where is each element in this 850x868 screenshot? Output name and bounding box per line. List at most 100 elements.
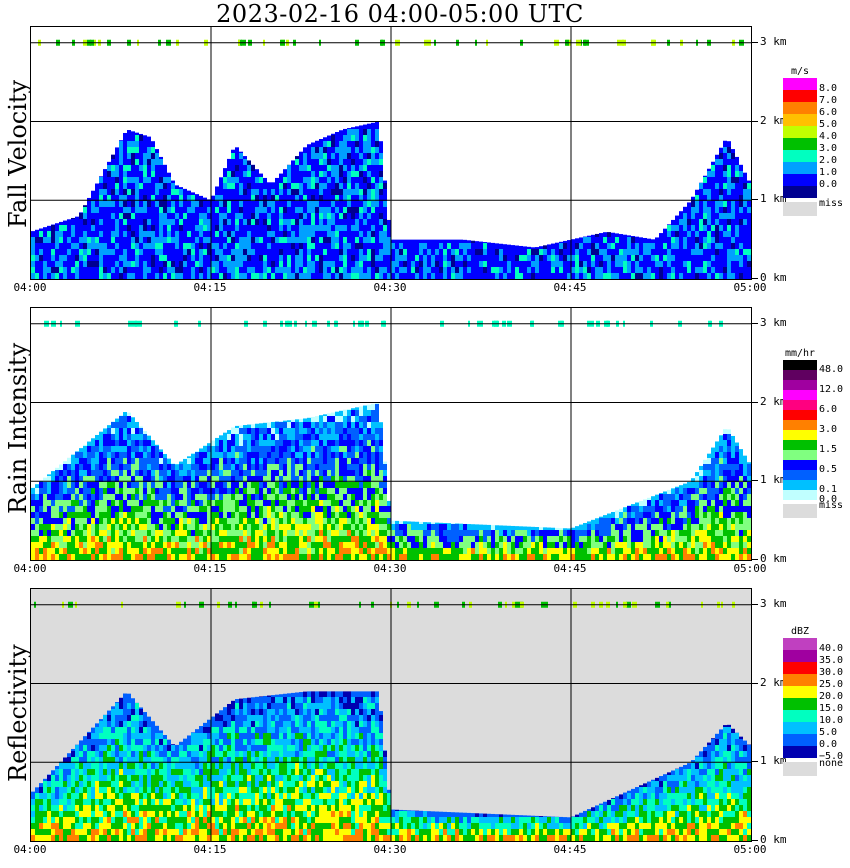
echo-cell xyxy=(147,177,151,183)
echo-cell xyxy=(711,219,715,225)
echo-cell xyxy=(255,512,259,518)
echo-cell xyxy=(195,458,199,464)
echo-cell xyxy=(147,213,151,219)
echo-cell xyxy=(151,159,155,165)
echo-cell xyxy=(39,542,43,548)
echo-cell xyxy=(211,470,215,476)
echo-cell xyxy=(51,554,55,560)
echo-cell xyxy=(271,488,275,494)
echo-cell xyxy=(171,482,175,488)
echo-cell xyxy=(363,476,367,482)
echo-cell xyxy=(199,458,203,464)
echo-cell xyxy=(711,189,715,195)
echo-cell xyxy=(227,183,231,189)
echo-cell xyxy=(563,240,567,243)
echo-cell xyxy=(183,542,187,548)
echo-cell xyxy=(355,488,359,494)
echo-cell xyxy=(375,458,379,464)
echo-cell xyxy=(507,542,511,548)
echo-cell xyxy=(731,267,735,273)
echo-cell xyxy=(731,159,735,165)
echo-cell xyxy=(615,273,619,279)
echo-cell xyxy=(235,524,239,530)
echo-cell xyxy=(167,482,171,488)
echo-cell xyxy=(75,536,79,542)
echo-cell xyxy=(107,177,111,183)
echo-cell xyxy=(99,249,103,255)
echo-cell xyxy=(267,440,271,446)
echo-cell xyxy=(643,267,647,273)
echo-cell xyxy=(287,548,291,554)
echo-cell xyxy=(51,506,55,512)
echo-cell xyxy=(43,500,47,506)
echo-cell xyxy=(183,512,187,518)
echo-cell xyxy=(131,417,135,422)
echo-cell xyxy=(191,195,195,201)
echo-cell xyxy=(643,506,647,512)
echo-cell xyxy=(95,231,99,237)
echo-cell xyxy=(47,273,51,279)
echo-cell xyxy=(63,488,67,494)
echo-cell xyxy=(79,243,83,249)
echo-cell xyxy=(347,153,351,159)
echo-cell xyxy=(119,548,123,554)
echo-cell xyxy=(99,536,103,542)
echo-cell xyxy=(215,488,219,494)
echo-cell xyxy=(263,440,267,446)
echo-cell xyxy=(399,267,403,273)
echo-cell xyxy=(355,153,359,159)
echo-cell xyxy=(379,165,383,171)
echo-cell xyxy=(355,530,359,536)
echo-cell xyxy=(739,267,743,273)
echo-cell xyxy=(123,500,127,506)
echo-cell xyxy=(427,530,431,536)
echo-cell xyxy=(107,440,111,446)
echo-cell xyxy=(287,231,291,237)
echo-cell xyxy=(179,255,183,261)
echo-cell xyxy=(639,530,643,536)
echo-cell xyxy=(367,201,371,207)
echo-cell xyxy=(131,213,135,219)
echo-cell xyxy=(83,506,87,512)
echo-cell xyxy=(223,243,227,249)
echo-cell xyxy=(731,249,735,255)
echo-cell xyxy=(511,273,515,279)
echo-cell xyxy=(95,470,99,476)
echo-cell xyxy=(107,195,111,201)
echo-cell xyxy=(135,446,139,452)
echo-cell xyxy=(103,482,107,488)
echo-cell xyxy=(303,536,307,542)
echo-cell xyxy=(607,518,611,524)
echo-cell xyxy=(367,153,371,159)
echo-cell xyxy=(95,434,99,440)
echo-cell xyxy=(479,267,483,273)
echo-cell xyxy=(39,261,43,267)
echo-cell xyxy=(179,261,183,267)
echo-cell xyxy=(63,470,67,476)
echo-cell xyxy=(587,255,591,261)
echo-cell xyxy=(111,231,115,237)
echo-cell xyxy=(359,159,363,165)
echo-cell xyxy=(339,500,343,506)
echo-cell xyxy=(235,470,239,476)
echo-cell xyxy=(303,434,307,440)
echo-cell xyxy=(311,416,315,422)
echo-cell xyxy=(291,231,295,237)
echo-cell xyxy=(191,192,195,195)
echo-cell xyxy=(103,183,107,189)
echo-cell xyxy=(479,273,483,279)
echo-cell xyxy=(243,434,247,440)
echo-cell xyxy=(311,446,315,452)
echo-cell xyxy=(679,237,683,243)
echo-cell xyxy=(75,216,79,219)
echo-cell xyxy=(719,183,723,189)
echo-cell xyxy=(343,213,347,219)
echo-cell xyxy=(319,428,323,434)
echo-cell xyxy=(303,231,307,237)
echo-cell xyxy=(231,440,235,446)
echo-cell xyxy=(299,189,303,195)
echo-cell xyxy=(375,273,379,279)
echo-cell xyxy=(43,524,47,530)
echo-cell xyxy=(179,213,183,219)
echo-cell xyxy=(487,542,491,548)
